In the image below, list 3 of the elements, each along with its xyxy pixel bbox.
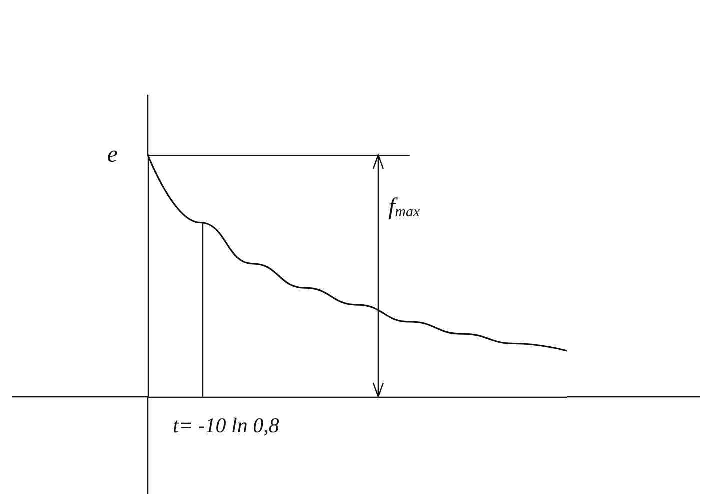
- annotation: fmax: [388, 194, 420, 220]
- text: t= -10 ln 0,8: [172, 414, 280, 438]
- ref-line-label: e: [107, 142, 118, 168]
